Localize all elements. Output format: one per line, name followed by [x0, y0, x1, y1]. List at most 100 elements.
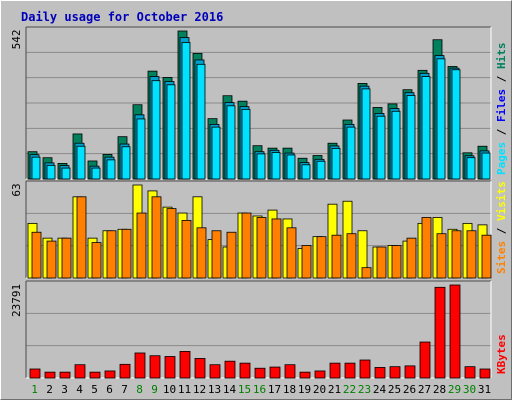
- sites-bar: [376, 246, 387, 279]
- legend-pages: Pages: [495, 142, 508, 175]
- pages-bar: [31, 156, 41, 180]
- pages-bar: [376, 115, 386, 180]
- kbytes-bar: [464, 366, 476, 379]
- visits-ymax-label: 63: [10, 183, 23, 196]
- pages-bar: [436, 58, 446, 180]
- sites-bar: [226, 231, 237, 279]
- x-tick-label: 11: [178, 383, 191, 396]
- x-tick-label: 31: [478, 383, 491, 396]
- x-tick-label: 3: [61, 383, 68, 396]
- x-tick-label: 2: [46, 383, 53, 396]
- pages-bar: [361, 88, 371, 180]
- x-tick-label: 22: [343, 383, 356, 396]
- x-tick-label: 20: [313, 383, 326, 396]
- sites-bar: [211, 230, 222, 279]
- pages-bar: [181, 42, 191, 180]
- sites-visits-panel: 63 Sites / Visits: [10, 180, 508, 279]
- sites-bar: [421, 217, 432, 279]
- x-tick-label: 19: [298, 383, 311, 396]
- x-tick-label: 21: [328, 383, 341, 396]
- kbytes-bar: [89, 371, 101, 379]
- visits-legend: Sites / Visits: [495, 181, 508, 274]
- pages-bar: [241, 108, 251, 180]
- kbytes-bar: [299, 371, 311, 379]
- x-tick-label: 4: [76, 383, 83, 396]
- kbytes-bar: [119, 363, 131, 379]
- pages-bar: [451, 69, 461, 180]
- pages-bar: [91, 167, 101, 180]
- x-tick-label: 17: [268, 383, 281, 396]
- sites-bar: [346, 233, 357, 279]
- sites-bar: [481, 234, 492, 279]
- kbytes-bar: [209, 364, 221, 379]
- x-tick-label: 23: [358, 383, 371, 396]
- kbytes-bar: [419, 341, 431, 379]
- pages-bar: [466, 157, 476, 180]
- sites-bar: [331, 234, 342, 279]
- chart-title: Daily usage for October 2016: [21, 10, 223, 24]
- pages-bar: [151, 80, 161, 180]
- x-tick-label: 28: [433, 383, 446, 396]
- x-tick-label: 24: [373, 383, 387, 396]
- sites-bar: [121, 228, 132, 279]
- x-tick-label: 25: [388, 383, 401, 396]
- pages-bar: [61, 167, 71, 180]
- kbytes-bar: [329, 362, 341, 379]
- kbytes-bar: [164, 356, 176, 379]
- kbytes-bar: [104, 370, 116, 379]
- kbytes-bar: [344, 362, 356, 379]
- x-tick-label: 26: [403, 383, 416, 396]
- sites-bar: [196, 227, 207, 279]
- kbytes-panel: 23791 KBytes: [10, 280, 508, 379]
- kbytes-bar: [134, 352, 146, 379]
- kbytes-bar: [149, 355, 161, 379]
- kbytes-bar: [359, 359, 371, 379]
- legend-sites: Sites: [495, 241, 508, 274]
- kbytes-bar: [29, 368, 41, 379]
- pages-bar: [481, 152, 491, 180]
- kbytes-bar: [74, 364, 86, 379]
- sites-bar: [31, 231, 42, 279]
- x-tick-label: 27: [418, 383, 431, 396]
- sites-bar: [166, 208, 177, 279]
- kbytes-bar: [314, 370, 326, 379]
- kbytes-bar: [389, 366, 401, 379]
- pages-bar: [421, 76, 431, 180]
- legend-visits: Visits: [495, 181, 508, 221]
- pages-bar: [136, 118, 146, 180]
- x-tick-label: 10: [163, 383, 176, 396]
- x-tick-label: 1: [31, 383, 38, 396]
- x-tick-label: 18: [283, 383, 296, 396]
- pages-bar: [76, 145, 86, 180]
- x-tick-label: 5: [91, 383, 98, 396]
- kbytes-bar: [434, 286, 446, 379]
- pages-bar: [331, 148, 341, 180]
- sites-bar: [91, 242, 102, 279]
- pages-bar: [271, 152, 281, 180]
- pages-bar: [301, 164, 311, 180]
- pages-bar: [46, 164, 56, 180]
- kbytes-bar: [194, 358, 206, 379]
- x-tick-label: 12: [193, 383, 206, 396]
- kbytes-bar: [239, 362, 251, 379]
- pages-bar: [391, 110, 401, 180]
- sites-bar: [316, 236, 327, 279]
- kbytes-ymax-label: 23791: [10, 284, 23, 317]
- pages-bar: [211, 126, 221, 180]
- x-tick-label: 15: [238, 383, 251, 396]
- sites-bar: [181, 220, 192, 279]
- sites-bar: [406, 237, 417, 279]
- sites-bar: [61, 237, 72, 279]
- x-axis-labels: 1 2 3 4 5 6 7 8 9 10 11 12 13 14 15 16 17 18 19 20 21 22 23 24 2…: [31, 383, 491, 396]
- pages-bar: [316, 160, 326, 180]
- x-tick-label: 8: [136, 383, 143, 396]
- pages-bar: [196, 63, 206, 180]
- kbytes-bar: [179, 351, 191, 379]
- pages-bar: [286, 154, 296, 180]
- x-tick-label: 29: [448, 383, 461, 396]
- x-tick-label: 13: [208, 383, 221, 396]
- pages-bar: [256, 153, 266, 180]
- sites-bar: [301, 245, 312, 279]
- sites-bar: [151, 196, 162, 279]
